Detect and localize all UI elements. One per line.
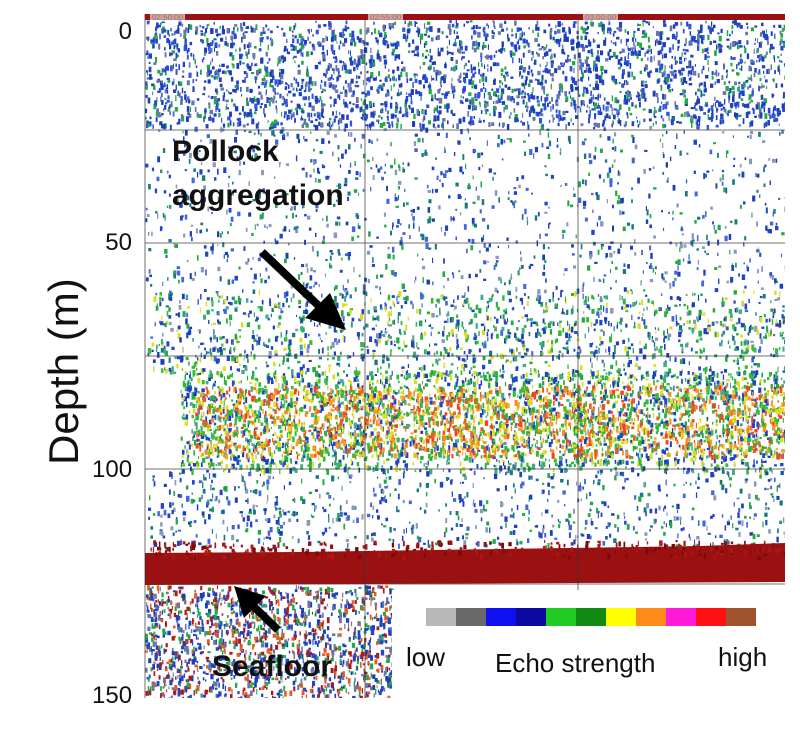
legend-swatch-9 (666, 608, 696, 626)
y-tick-50: 50 (105, 229, 132, 256)
seafloor-arrow-head (234, 586, 266, 618)
y-tick-100: 100 (92, 456, 133, 483)
legend-swatch-5 (546, 608, 576, 626)
legend-swatch-8 (636, 608, 666, 626)
seafloor-echo (145, 543, 785, 585)
legend-swatch-4 (516, 608, 546, 626)
echo-strength-legend: low Echo strength high (392, 590, 784, 698)
legend-title: Echo strength (495, 648, 656, 678)
legend-swatch-3 (486, 608, 516, 626)
timestamp-3: 03:00:00 (583, 13, 619, 22)
legend-high-label: high (718, 642, 768, 672)
legend-swatch-6 (576, 608, 606, 626)
timestamp-2: 02:55:00 (368, 13, 404, 22)
grid-lines (144, 14, 785, 698)
legend-swatch-1 (426, 608, 456, 626)
seafloor-arrow-shaft (247, 600, 281, 633)
seafloor-label: Seafloor (212, 650, 333, 683)
school-arrow-shaft (259, 249, 325, 312)
surface-line (145, 14, 785, 20)
school-arrow-head (305, 293, 346, 330)
y-tick-0: 0 (118, 18, 132, 45)
legend-swatch-2 (456, 608, 486, 626)
timestamp-1: 02:50:00 (150, 13, 186, 22)
pollock-aggregation-label: Pollock aggregation (172, 135, 344, 212)
annotation-arrows (234, 249, 346, 633)
legend-color-scale (426, 608, 756, 626)
legend-swatch-10 (696, 608, 726, 626)
echo-returns (145, 20, 785, 698)
legend-low-label: low (406, 642, 446, 672)
legend-swatch-11 (726, 608, 756, 626)
legend-swatch-7 (606, 608, 636, 626)
y-axis-label: Depth (m) (40, 278, 87, 465)
y-tick-150: 150 (92, 682, 133, 709)
